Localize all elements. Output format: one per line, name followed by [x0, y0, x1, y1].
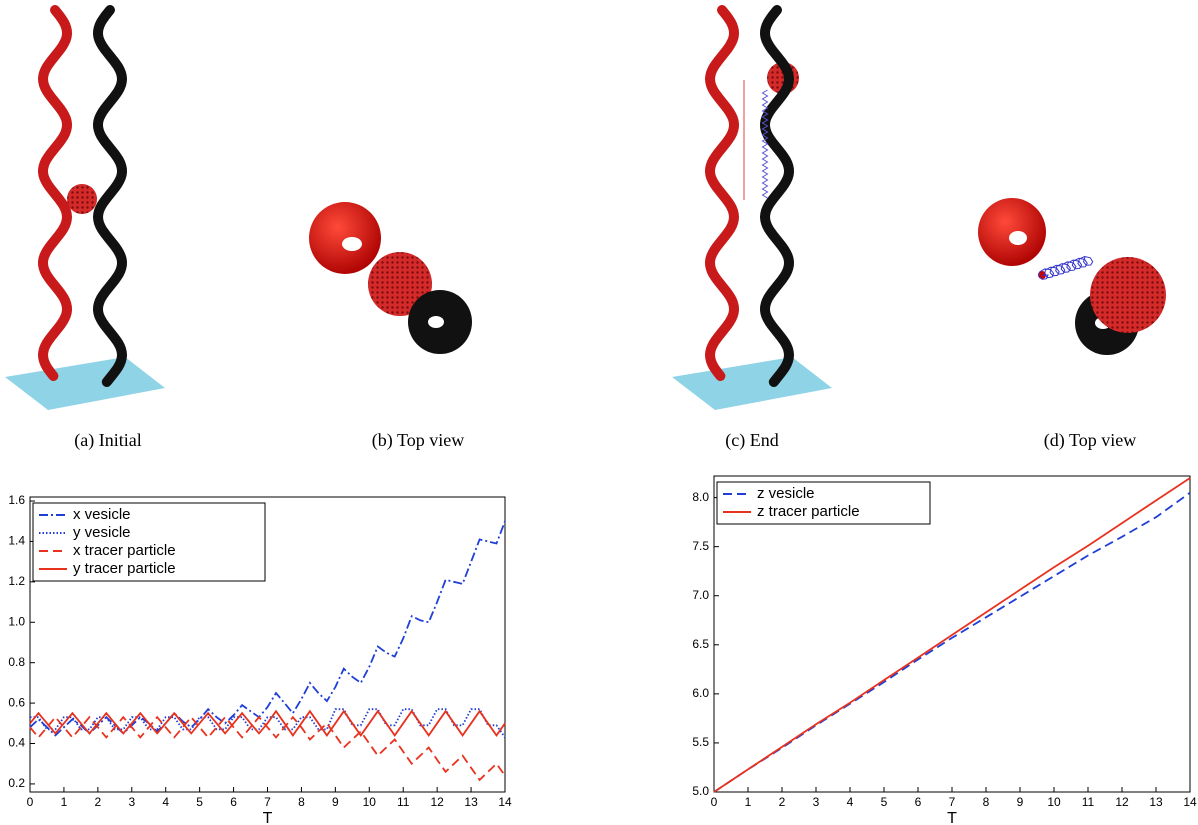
x-tick-label: 0: [27, 795, 34, 809]
y-tick-label: 0.4: [8, 736, 25, 750]
x-tick-label: 4: [162, 795, 169, 809]
legend-box: [716, 481, 931, 525]
legend-box: [32, 502, 266, 582]
x-tick-label: 10: [363, 795, 377, 809]
x-tick-label: 2: [95, 795, 102, 809]
caption: (d) Top view: [1044, 430, 1136, 451]
y-tick-label: 7.0: [692, 588, 709, 602]
vesicle: [368, 252, 432, 316]
y-tick-label: 8.0: [692, 490, 709, 504]
x-tick-label: 14: [1183, 795, 1197, 809]
helix-hole: [428, 316, 444, 328]
y-tick-label: 0.2: [8, 776, 25, 790]
y-tick-label: 0.6: [8, 695, 25, 709]
legend-label: z vesicle: [757, 485, 815, 502]
caption: (b) Top view: [372, 430, 464, 451]
legend-label: x tracer particle: [73, 542, 176, 559]
y-tick-label: 1.2: [8, 574, 25, 588]
x-tick-label: 3: [128, 795, 135, 809]
legend-label: y vesicle: [73, 524, 131, 541]
x-tick-label: 9: [1017, 795, 1024, 809]
chart: 0 1 2 3 4 5 6 7 8 9 10 11 12 13 145.05.56.06.57.07.58.…: [692, 475, 1197, 825]
line: [29, 715, 506, 782]
legend-label: z tracer particle: [757, 503, 860, 520]
legend-label: y tracer particle: [73, 560, 176, 577]
y-tick-label: 1.0: [8, 614, 25, 628]
x-tick-label: 1: [61, 795, 68, 809]
x-tick-label: 11: [397, 795, 410, 809]
trajectory: [761, 89, 769, 199]
x-tick-label: 6: [230, 795, 237, 809]
line: [713, 477, 1191, 793]
line: [713, 491, 1191, 793]
x-tick-label: 12: [430, 795, 444, 809]
x-tick-label: 12: [1115, 795, 1129, 809]
line: [29, 709, 506, 737]
x-tick-label: 7: [949, 795, 956, 809]
x-tick-label: 8: [983, 795, 990, 809]
red-helix-top: [309, 202, 381, 274]
red-helix: [37, 5, 73, 381]
y-tick-label: 6.5: [692, 637, 709, 651]
x-tick-label: 11: [1082, 795, 1095, 809]
line: [30, 708, 506, 738]
x-tick-label: 2: [779, 795, 786, 809]
top-view-b: [309, 202, 472, 354]
y-tick-label: 1.6: [8, 493, 25, 507]
x-tick-label: 3: [813, 795, 820, 809]
caption: (a) Initial: [74, 430, 141, 451]
y-tick-label: 7.5: [692, 539, 709, 553]
floor-plate: [5, 357, 165, 410]
red-helix-top: [978, 198, 1046, 266]
caption: (c) End: [725, 430, 778, 451]
vesicle: [67, 184, 97, 214]
x-tick-label: 10: [1047, 795, 1061, 809]
helix-hole: [1009, 231, 1027, 245]
top-view-d: [978, 198, 1166, 355]
floor-plate: [672, 357, 832, 410]
helix-hole: [342, 237, 362, 251]
y-tick-label: 5.5: [692, 735, 709, 749]
y-tick-label: 5.0: [692, 784, 709, 798]
y-tick-label: 0.8: [8, 655, 25, 669]
y-tick-label: 6.0: [692, 686, 709, 700]
x-tick-label: 13: [1149, 795, 1163, 809]
x-tick-label: 8: [298, 795, 305, 809]
x-axis-label: T: [263, 810, 273, 825]
x-tick-label: 4: [847, 795, 854, 809]
x-tick-label: 0: [711, 795, 718, 809]
red-helix: [704, 5, 740, 381]
x-tick-label: 5: [881, 795, 888, 809]
black-helix: [759, 5, 795, 387]
x-tick-label: 5: [196, 795, 203, 809]
x-tick-label: 6: [915, 795, 922, 809]
x-axis-label: T: [947, 810, 957, 825]
x-tick-label: 1: [745, 795, 752, 809]
x-tick-label: 14: [498, 795, 512, 809]
x-tick-label: 7: [264, 795, 271, 809]
y-tick-label: 1.4: [8, 534, 25, 548]
trajectory: [1038, 255, 1094, 280]
legend-label: x vesicle: [73, 506, 131, 523]
chart: 0 1 2 3 4 5 6 7 8 9 10 11 12 13 140.20.40.60.81.01.21.…: [8, 493, 512, 825]
x-tick-label: 13: [464, 795, 478, 809]
black-helix: [92, 5, 128, 387]
x-tick-label: 9: [332, 795, 339, 809]
vesicle: [1090, 257, 1166, 333]
